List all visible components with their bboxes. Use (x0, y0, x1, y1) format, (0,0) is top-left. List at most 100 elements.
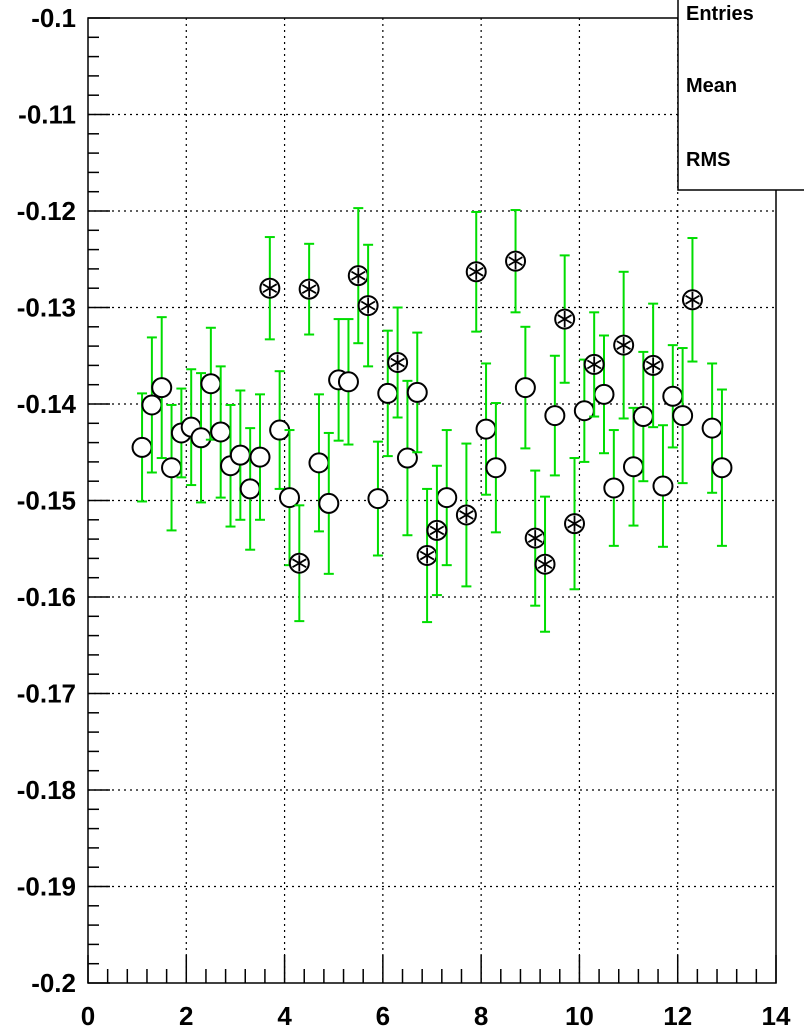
y-tick-label: -0.19 (17, 872, 76, 902)
data-point-circle-star (347, 265, 369, 287)
marker-star-stroke (419, 550, 435, 561)
data-point-open-circle (475, 418, 497, 440)
data-point-open-circle (367, 488, 389, 510)
marker-circle (161, 457, 183, 479)
marker-star-stroke (508, 256, 523, 266)
data-point-open-circle (229, 444, 251, 466)
x-tick-label: 12 (663, 1001, 692, 1029)
marker-circle (200, 373, 222, 395)
marker-circle (514, 377, 536, 399)
marker-circle (406, 381, 428, 403)
x-tick-label: 0 (81, 1001, 95, 1029)
data-point-open-circle (632, 406, 654, 428)
data-point-open-circle (318, 492, 340, 514)
data-point-open-circle (161, 457, 183, 479)
grid-lines (88, 18, 776, 983)
y-tick-label: -0.15 (17, 486, 76, 516)
data-point-open-circle (711, 457, 733, 479)
data-point-circle-star (583, 353, 605, 375)
data-point-circle-star (357, 295, 379, 317)
marker-star-stroke (390, 357, 405, 368)
marker-circle (485, 457, 507, 479)
marker-circle (318, 492, 340, 514)
y-axis-tick-labels: -0.2 -0.19 -0.18 -0.17 -0.16 -0.15 -0.14 -0.13 -… (17, 3, 77, 998)
marker-star-stroke (301, 284, 317, 294)
data-point-circle-star (524, 527, 546, 549)
marker-circle (396, 447, 418, 469)
legend-entry-mean: Mean (686, 75, 737, 97)
marker-star-stroke (527, 533, 543, 543)
marker-circle (701, 417, 723, 439)
marker-circle (662, 385, 684, 407)
data-point-open-circle (249, 446, 271, 468)
data-point-circle-star (642, 354, 664, 376)
legend-entry-rms: RMS (686, 149, 730, 171)
marker-circle (632, 406, 654, 428)
marker-star-stroke (262, 283, 278, 294)
x-tick-label: 4 (277, 1001, 292, 1029)
y-tick-label: -0.1 (31, 3, 76, 33)
marker-circle (141, 394, 163, 416)
data-point-open-circle (337, 371, 359, 393)
data-point-open-circle (308, 452, 330, 474)
data-point-open-circle (406, 381, 428, 403)
y-tick-label: -0.2 (31, 968, 76, 998)
data-point-circle-star (554, 308, 576, 330)
data-point-circle-star (455, 504, 477, 526)
y-tick-label: -0.12 (17, 196, 76, 226)
marker-circle (239, 478, 261, 500)
marker-circle (603, 477, 625, 499)
marker-star-stroke (645, 360, 661, 371)
data-point-open-circle (652, 475, 674, 497)
marker-circle (337, 371, 359, 393)
marker-circle (278, 487, 300, 509)
marker-star-stroke (557, 314, 573, 324)
marker-circle (308, 452, 330, 474)
marker-circle (436, 487, 458, 509)
data-point-circle-star (613, 334, 635, 356)
marker-circle (190, 427, 212, 449)
y-tick-label: -0.18 (17, 775, 76, 805)
marker-star-stroke (586, 359, 602, 370)
legend-entry-entries: Entries (686, 3, 754, 25)
stats-legend-box: Entries Mean RMS (677, 0, 804, 191)
data-point-open-circle (141, 394, 163, 416)
y-tick-label: -0.14 (17, 389, 77, 419)
data-point-circle-star (416, 545, 438, 567)
data-point-open-circle (593, 383, 615, 405)
marker-star-stroke (537, 559, 553, 570)
data-point-circle-star (259, 277, 281, 299)
x-tick-label: 6 (376, 1001, 390, 1029)
stats-legend-frame (677, 0, 804, 191)
y-tick-label: -0.11 (18, 100, 76, 130)
marker-star-stroke (360, 300, 376, 311)
data-point-circle-star (564, 513, 586, 535)
x-tick-label: 8 (474, 1001, 488, 1029)
data-point-open-circle (485, 457, 507, 479)
x-tick-label: 2 (179, 1001, 193, 1029)
data-point-open-circle (131, 436, 153, 458)
marker-star-stroke (429, 525, 445, 536)
data-point-open-circle (200, 373, 222, 395)
data-point-open-circle (377, 382, 399, 404)
data-point-circle-star (298, 278, 320, 300)
marker-circle (131, 436, 153, 458)
data-point-open-circle (622, 456, 644, 478)
data-point-circle-star (465, 261, 487, 283)
y-tick-label: -0.13 (17, 293, 76, 323)
marker-star-stroke (567, 518, 582, 529)
data-point-open-circle (239, 478, 261, 500)
marker-star-stroke (685, 294, 700, 305)
data-point-circle-star (681, 289, 703, 311)
data-point-open-circle (190, 427, 212, 449)
data-point-open-circle (662, 385, 684, 407)
data-point-open-circle (278, 487, 300, 509)
marker-circle (210, 421, 232, 443)
y-tick-label: -0.17 (17, 679, 76, 709)
data-point-open-circle (514, 377, 536, 399)
marker-circle (652, 475, 674, 497)
marker-circle (672, 405, 694, 427)
marker-circle (711, 457, 733, 479)
marker-circle (367, 488, 389, 510)
data-point-open-circle (701, 417, 723, 439)
